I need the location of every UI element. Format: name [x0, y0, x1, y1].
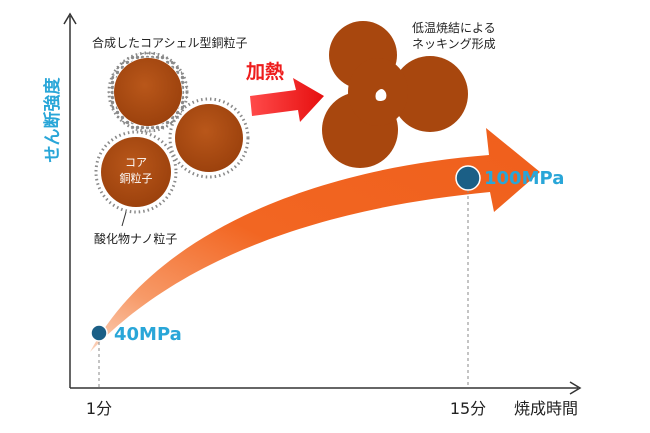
particle-bottom	[94, 130, 178, 214]
strength-growth-arrow	[90, 128, 540, 352]
result-caption-line2: ネッキング形成	[412, 37, 496, 51]
shell-caption: 酸化物ナノ粒子	[94, 231, 177, 246]
heating-step: 加熱	[245, 60, 324, 122]
x-tick-15min: 15分	[450, 399, 486, 418]
point-1min-value: 40MPa	[114, 324, 182, 345]
x-axis-arrowhead	[569, 381, 582, 395]
sintered-cluster: 低温焼結による ネッキング形成	[322, 21, 496, 168]
core-shell-particles: 合成したコアシェル型銅粒子 コア 銅粒子 酸化物ナノ粒子	[92, 35, 250, 246]
core-label-line2: 銅粒子	[120, 171, 153, 185]
point-1min-marker	[90, 324, 108, 342]
heating-label: 加熱	[245, 60, 284, 83]
y-axis-arrowhead	[63, 12, 77, 25]
particle-right	[168, 97, 250, 179]
axes	[63, 12, 582, 395]
y-axis-label: せん断強度	[42, 77, 63, 163]
x-axis-label: 焼成時間	[514, 399, 578, 418]
heating-arrow	[250, 78, 324, 122]
x-tick-1min: 1分	[86, 399, 112, 418]
particle-caption: 合成したコアシェル型銅粒子	[92, 35, 248, 50]
neck-void	[375, 89, 387, 101]
shell-pointer-line	[121, 211, 127, 227]
point-15min-value: 100MPa	[484, 168, 564, 189]
particle-top	[107, 51, 189, 133]
result-caption-line1: 低温焼結による	[412, 21, 496, 35]
core-label-line1: コア	[125, 156, 147, 169]
point-15min-marker	[455, 165, 481, 191]
